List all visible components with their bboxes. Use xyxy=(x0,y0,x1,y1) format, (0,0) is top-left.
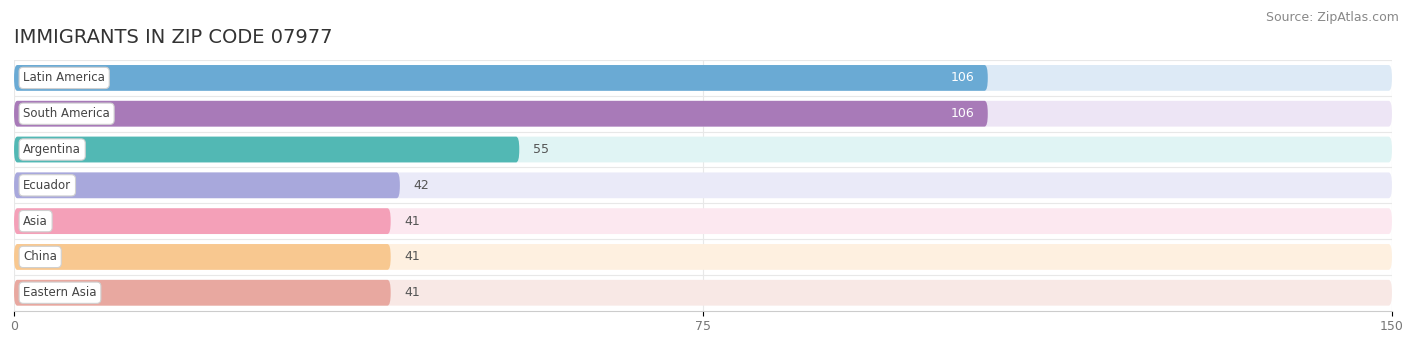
FancyBboxPatch shape xyxy=(14,65,988,91)
Text: China: China xyxy=(24,250,58,263)
FancyBboxPatch shape xyxy=(14,244,391,270)
FancyBboxPatch shape xyxy=(14,244,1392,270)
FancyBboxPatch shape xyxy=(14,65,1392,91)
Text: Asia: Asia xyxy=(24,215,48,228)
Text: 55: 55 xyxy=(533,143,550,156)
Text: Source: ZipAtlas.com: Source: ZipAtlas.com xyxy=(1265,11,1399,24)
FancyBboxPatch shape xyxy=(14,280,1392,306)
FancyBboxPatch shape xyxy=(14,101,1392,127)
Text: Latin America: Latin America xyxy=(24,71,105,84)
Text: IMMIGRANTS IN ZIP CODE 07977: IMMIGRANTS IN ZIP CODE 07977 xyxy=(14,28,333,47)
Text: 106: 106 xyxy=(950,71,974,84)
Text: South America: South America xyxy=(24,107,110,120)
Text: 106: 106 xyxy=(950,107,974,120)
Text: 42: 42 xyxy=(413,179,429,192)
FancyBboxPatch shape xyxy=(14,280,391,306)
FancyBboxPatch shape xyxy=(14,137,519,162)
Text: 41: 41 xyxy=(405,215,420,228)
FancyBboxPatch shape xyxy=(14,101,988,127)
Text: Argentina: Argentina xyxy=(24,143,82,156)
FancyBboxPatch shape xyxy=(14,208,1392,234)
FancyBboxPatch shape xyxy=(14,172,1392,198)
Text: 41: 41 xyxy=(405,250,420,263)
Text: Eastern Asia: Eastern Asia xyxy=(24,286,97,299)
FancyBboxPatch shape xyxy=(14,172,399,198)
FancyBboxPatch shape xyxy=(14,208,391,234)
Text: 41: 41 xyxy=(405,286,420,299)
FancyBboxPatch shape xyxy=(14,137,1392,162)
Text: Ecuador: Ecuador xyxy=(24,179,72,192)
